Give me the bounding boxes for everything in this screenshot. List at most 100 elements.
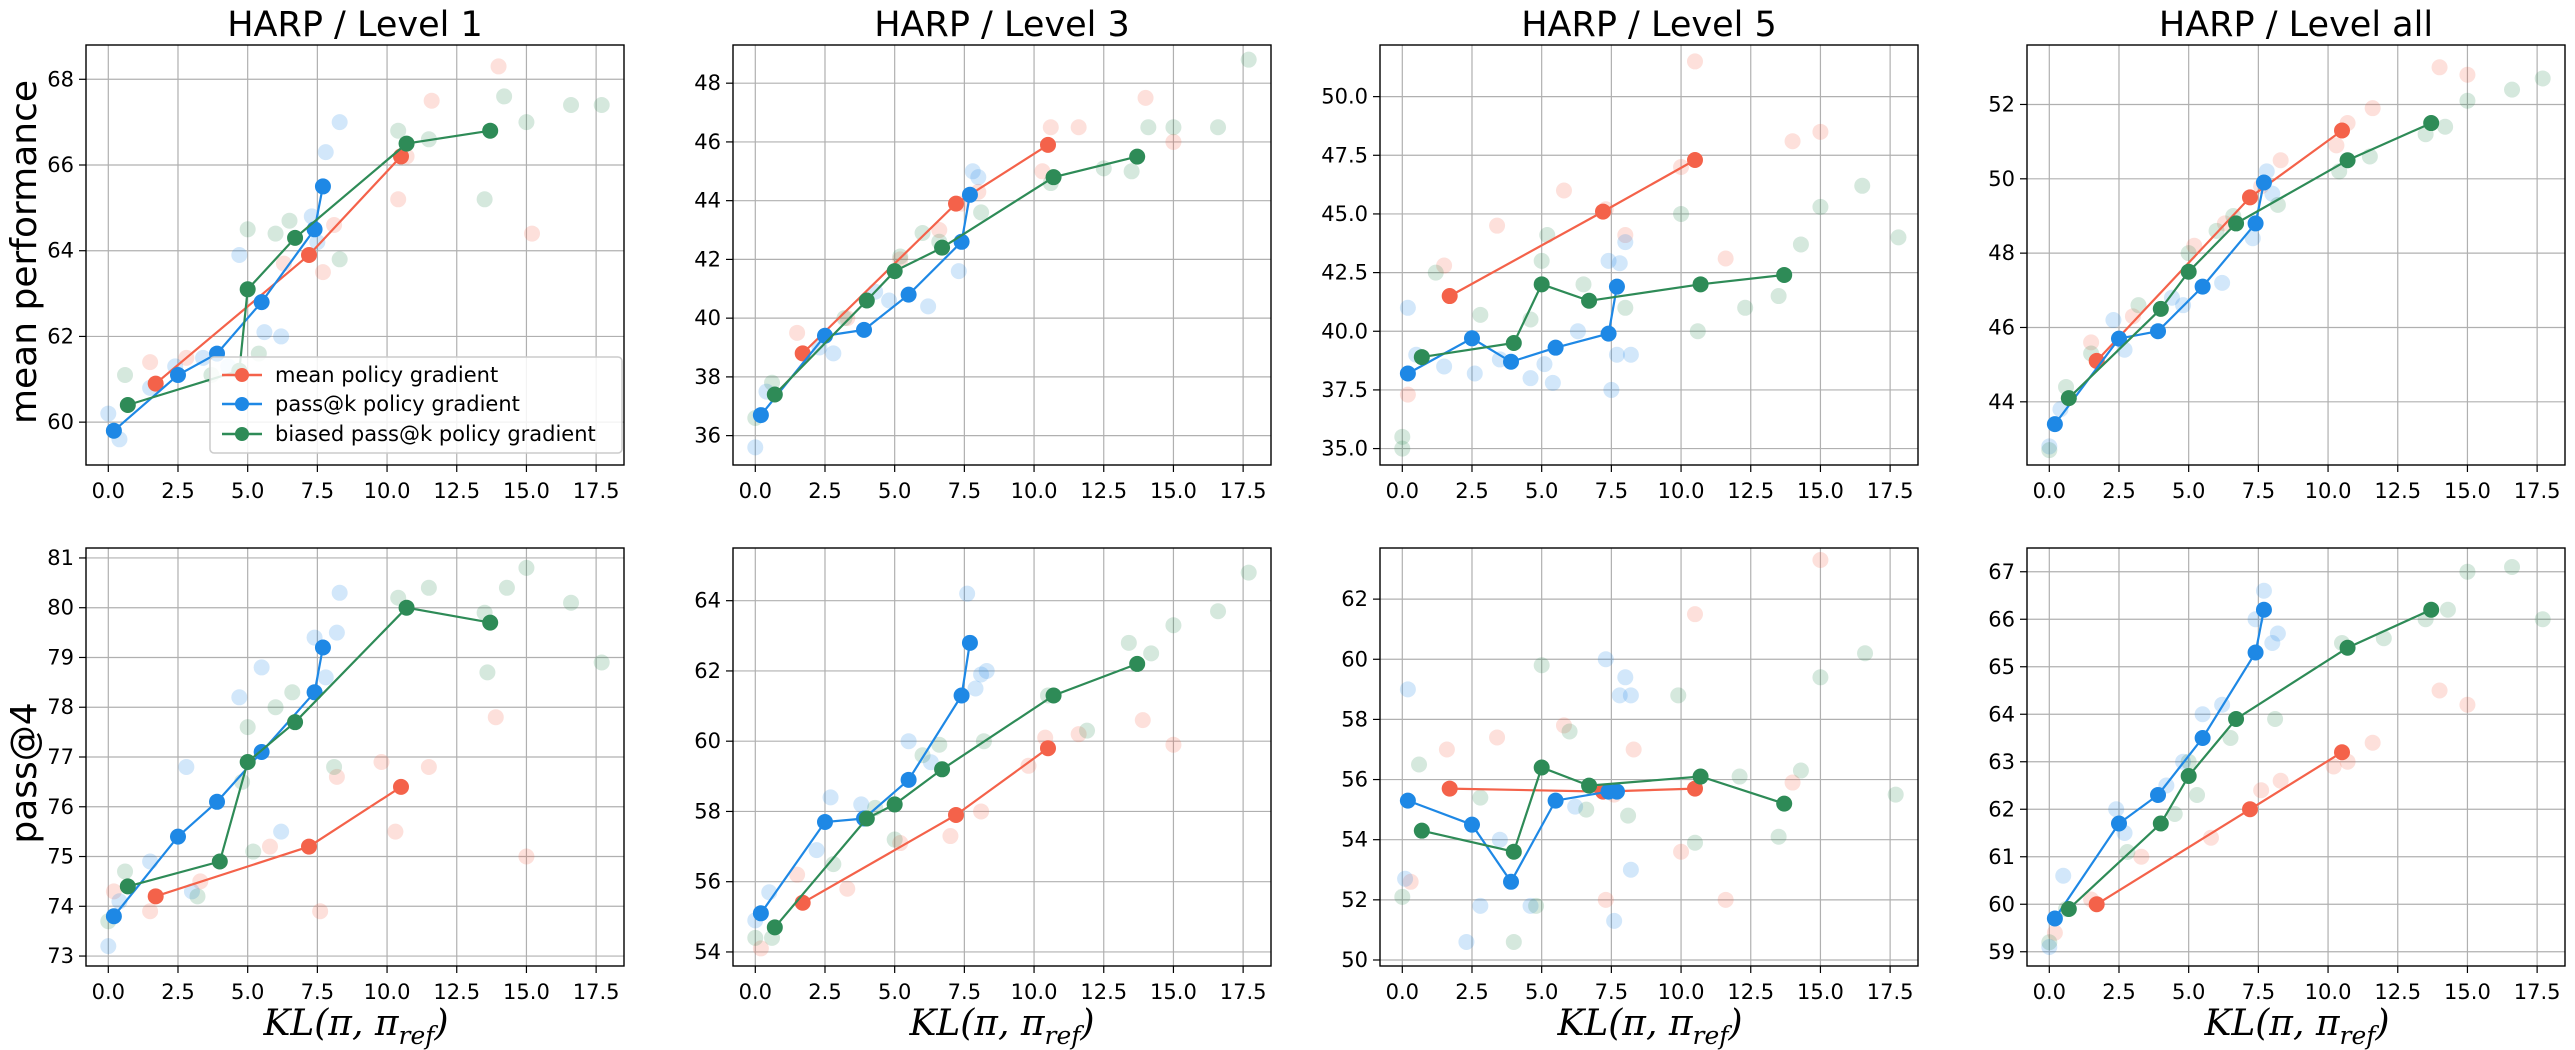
scatter-point-pass-k-policy-gradient [2041,438,2058,455]
scatter-point-biased-pass-k-policy-gradient [2041,934,2058,951]
scatter-point-mean-policy-gradient [2046,924,2063,941]
x-tick-label: 12.5 [1080,980,1127,1004]
scatter-point-mean-policy-gradient [2124,308,2141,325]
x-tick-label: 0.0 [739,479,772,503]
chart-title: HARP / Level 1 [227,5,483,45]
series-point-pass-k-policy-gradient [2247,644,2264,661]
series-point-biased-pass-k-policy-gradient [2339,152,2356,169]
scatter-point-biased-pass-k-policy-gradient [1528,897,1545,914]
scatter-point-mean-policy-gradient [142,903,159,920]
series-point-pass-k-policy-gradient [314,639,331,656]
x-tick-label: 5.0 [2172,479,2205,503]
y-tick-label: 60 [1988,892,2015,916]
scatter-point-biased-pass-k-policy-gradient [1792,236,1809,253]
scatter-point-mean-policy-gradient [1717,891,1734,908]
y-tick-label: 80 [47,596,74,620]
y-tick-label: 52 [1341,888,1368,912]
series-point-mean-policy-gradient [147,375,164,392]
scatter-point-pass-k-policy-gradient [1466,365,1483,382]
scatter-point-pass-k-policy-gradient [1622,687,1639,704]
y-tick-label: 58 [694,799,721,823]
scatter-point-biased-pass-k-policy-gradient [2166,806,2183,822]
scatter-point-mean-policy-gradient [105,883,122,900]
series-point-pass-k-policy-gradient [900,771,917,788]
y-tick-label: 50 [1988,167,2015,191]
scatter-point-biased-pass-k-policy-gradient [563,97,580,113]
series-point-biased-pass-k-policy-gradient [1776,795,1793,812]
x-tick-label: 15.0 [503,980,550,1004]
scatter-point-pass-k-policy-gradient [231,247,248,263]
scatter-point-mean-policy-gradient [1784,133,1801,150]
series-point-biased-pass-k-policy-gradient [287,714,304,731]
scatter-point-biased-pass-k-policy-gradient [2459,563,2476,580]
scatter-point-pass-k-policy-gradient [317,144,334,161]
chart-panel-5: 0.0 2.5 5.0 7.5 10.0 12.5 15.0 17.5 73 74 75 76 77 78… [47,546,625,1004]
y-tick-label: 77 [47,745,74,769]
legend-label-mean: mean policy gradient [275,363,498,387]
series-point-pass-k-policy-gradient [2150,323,2167,340]
x-tick-label: 17.5 [1220,980,1267,1004]
scatter-point-biased-pass-k-policy-gradient [1505,933,1522,950]
series-point-biased-pass-k-policy-gradient [1045,169,1062,186]
scatter-point-biased-pass-k-policy-gradient [2439,601,2456,618]
scatter-point-pass-k-policy-gradient [1536,356,1553,373]
scatter-point-pass-k-policy-gradient [1544,374,1561,391]
y-tick-label: 64 [1988,702,2015,726]
y-tick-label: 42.5 [1321,261,1368,285]
x-tick-label: 15.0 [503,479,550,503]
scatter-point-biased-pass-k-policy-gradient [390,122,407,139]
series-line-biased-pass-k-policy-gradient [2068,122,2432,399]
scatter-point-mean-policy-gradient [2083,334,2100,351]
series-point-pass-k-policy-gradient [2255,174,2272,191]
scatter-point-pass-k-policy-gradient [1472,897,1489,914]
scatter-point-biased-pass-k-policy-gradient [1472,789,1489,806]
series-point-pass-k-policy-gradient [1503,353,1520,370]
scatter-point-mean-policy-gradient [2272,152,2289,169]
series-point-pass-k-policy-gradient [253,294,270,311]
x-tick-label: 10.0 [364,980,411,1004]
x-tick-label: 7.5 [1595,980,1628,1004]
y-tick-label: 68 [47,67,74,91]
scatter-point-pass-k-policy-gradient [331,584,348,601]
x-tick-label: 5.0 [231,479,264,503]
series-point-biased-pass-k-policy-gradient [1581,777,1598,794]
scatter-point-mean-policy-gradient [423,92,440,109]
x-tick-label: 5.0 [1525,980,1558,1004]
series-point-pass-k-policy-gradient [306,221,323,238]
series-point-biased-pass-k-policy-gradient [1505,843,1522,860]
scatter-point-pass-k-policy-gradient [822,789,839,806]
scatter-point-pass-k-policy-gradient [2163,289,2180,306]
x-tick-label: 12.5 [2374,980,2421,1004]
series-point-biased-pass-k-policy-gradient [239,281,256,298]
series-point-pass-k-policy-gradient [2046,910,2063,927]
x-tick-label: 15.0 [1797,479,1844,503]
series-point-mean-policy-gradient [948,195,965,212]
scatter-point-biased-pass-k-policy-gradient [476,191,493,208]
scatter-point-biased-pass-k-policy-gradient [825,856,842,873]
scatter-point-biased-pass-k-policy-gradient [2208,222,2225,239]
scatter-point-mean-policy-gradient [1717,250,1734,267]
legend-entry-biased: biased pass@k policy gradient [222,422,596,446]
scatter-point-mean-policy-gradient [487,709,504,726]
series-point-biased-pass-k-policy-gradient [886,796,903,813]
x-tick-label: 17.5 [2514,980,2561,1004]
scatter-point-pass-k-policy-gradient [900,733,917,750]
scatter-point-pass-k-policy-gradient [959,585,976,602]
series-point-pass-k-policy-gradient [2110,330,2127,347]
scatter-point-mean-policy-gradient [1020,757,1037,774]
scatter-point-biased-pass-k-policy-gradient [239,719,256,736]
x-tick-label: 7.5 [301,980,334,1004]
series-point-pass-k-policy-gradient [1600,325,1617,342]
scatter-point-mean-policy-gradient [490,58,507,75]
series-line-biased-pass-k-policy-gradient [773,662,1138,929]
y-tick-label: 44 [1988,390,2015,414]
scatter-point-pass-k-policy-gradient [183,883,200,900]
series-point-biased-pass-k-policy-gradient [934,761,951,778]
scatter-point-mean-policy-gradient [1686,53,1703,70]
plot-area [2027,45,2565,465]
x-tick-label: 2.5 [161,980,194,1004]
scatter-point-mean-policy-gradient [1686,606,1703,623]
scatter-point-mean-policy-gradient [1489,729,1506,746]
scatter-point-mean-policy-gradient [1070,119,1087,136]
scatter-point-biased-pass-k-policy-gradient [1165,119,1182,136]
